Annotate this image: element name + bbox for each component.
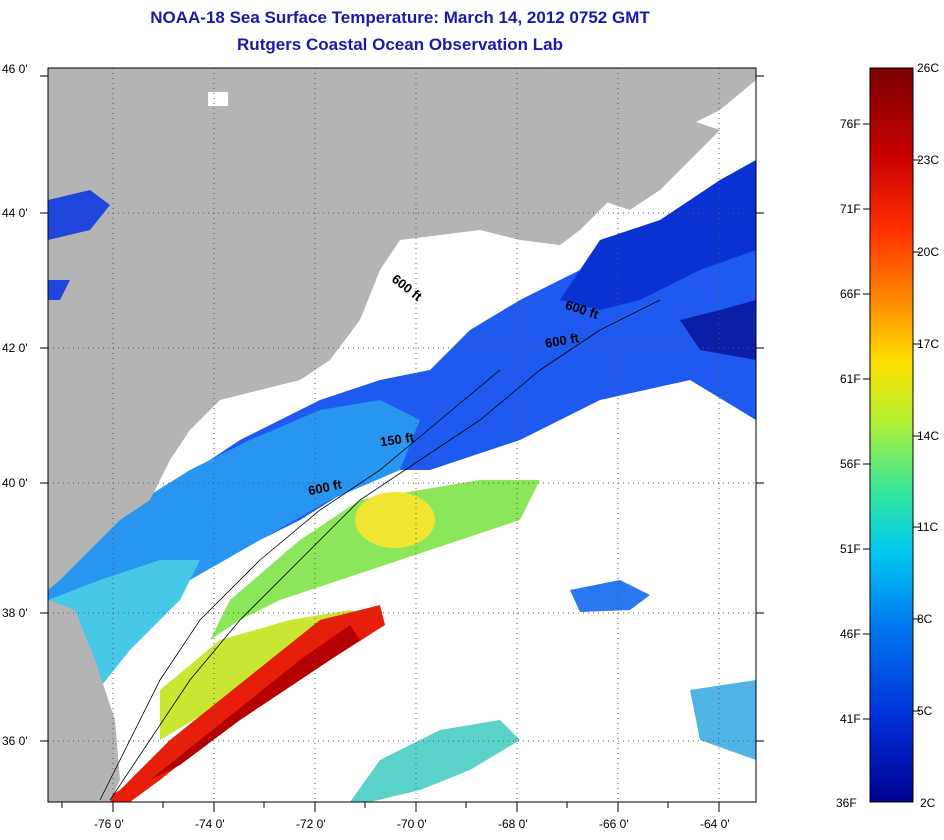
southern-patch-2 (570, 580, 650, 612)
cb-f-56: 56F (840, 457, 861, 471)
land-mass (48, 68, 756, 590)
lake-ontario (48, 190, 110, 240)
ocean-deep-blue-patch (680, 300, 756, 360)
cb-c-8: 8C (917, 612, 933, 626)
cb-f-36: 36F (836, 796, 857, 810)
isobath-150 (99, 369, 501, 801)
cb-f-61: 61F (840, 372, 861, 386)
graticule (48, 68, 756, 802)
cb-f-46: 46F (840, 627, 861, 641)
ocean-gulf-maine-region (560, 160, 756, 310)
finger-lakes (48, 280, 70, 300)
southern-patch-1 (350, 720, 520, 802)
cb-c-23: 23C (917, 153, 940, 167)
map-subtitle: Rutgers Coastal Ocean Observation Lab (237, 35, 563, 54)
lon-label-72: -72 0' (296, 817, 326, 831)
cb-c-5: 5C (917, 704, 933, 718)
cb-f-51: 51F (840, 542, 861, 556)
slope-water-region (210, 480, 540, 640)
colorbar (869, 67, 914, 803)
nova-scotia (600, 120, 720, 210)
lat-label-46: 46 0' (2, 62, 28, 76)
colorbar-ticks (863, 123, 920, 720)
cb-c-14: 14C (917, 429, 940, 443)
snow-patch (208, 92, 228, 106)
lat-label-42: 42 0' (2, 341, 28, 355)
cb-f-41: 41F (840, 712, 861, 726)
lon-label-70: -70 0' (397, 817, 427, 831)
lon-label-76: -76 0' (94, 817, 124, 831)
lon-label-64: -64 0' (700, 817, 730, 831)
lat-label-40: 40 0' (2, 476, 28, 490)
lon-label-66: -66 0' (599, 817, 629, 831)
cb-f-71: 71F (840, 202, 861, 216)
axis-ticks (40, 75, 764, 812)
cb-c-26: 26C (917, 61, 940, 75)
gulf-stream-core (150, 625, 360, 780)
map-title: NOAA-18 Sea Surface Temperature: March 1… (150, 8, 650, 27)
map-frame (47, 67, 757, 803)
warm-eddy (355, 492, 435, 548)
lat-label-36: 36 0' (2, 734, 28, 748)
lat-label-38: 38 0' (2, 606, 28, 620)
southern-patch-3 (690, 680, 756, 760)
lat-label-44: 44 0' (2, 206, 28, 220)
cb-c-17: 17C (917, 337, 940, 351)
cb-c-20: 20C (917, 245, 940, 259)
cb-c-2: 2C (920, 796, 936, 810)
lon-label-68: -68 0' (498, 817, 528, 831)
cb-f-66: 66F (840, 287, 861, 301)
lon-label-74: -74 0' (195, 817, 225, 831)
southern-land (48, 600, 120, 802)
mid-atlantic-shelf-region (48, 560, 200, 760)
cb-f-76: 76F (840, 117, 861, 131)
cb-c-11: 11C (917, 520, 939, 534)
isobath-600 (109, 299, 661, 801)
